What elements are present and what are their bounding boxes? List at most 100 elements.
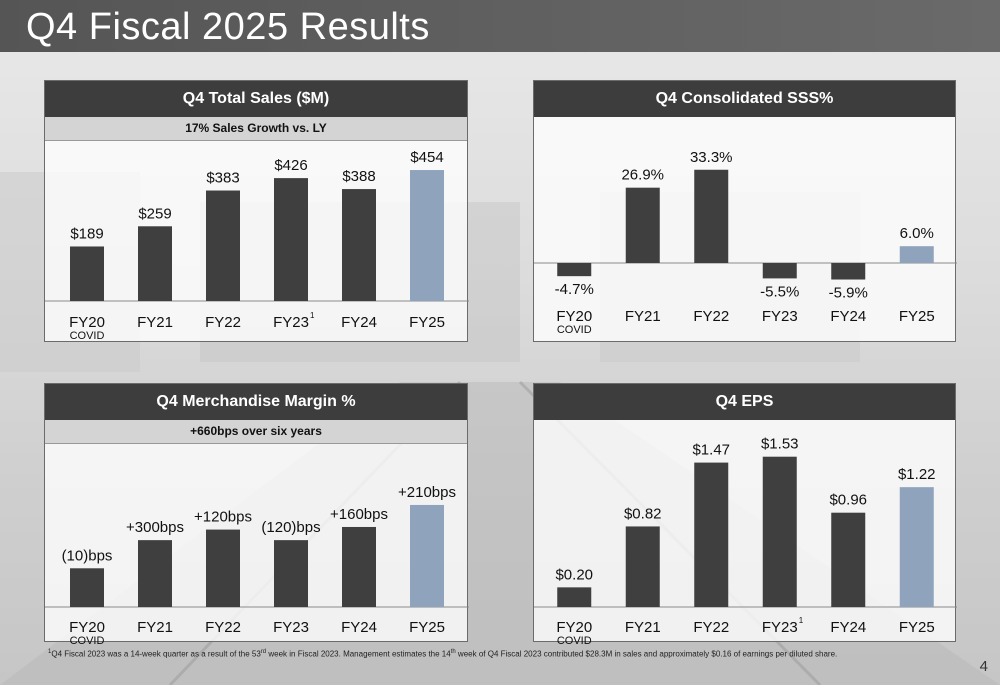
covid-label: COVID [557, 324, 592, 336]
category-label: FY20 [69, 619, 105, 636]
bar-fy24 [342, 526, 376, 607]
data-label: (120)bps [261, 519, 320, 536]
category-label: FY25 [409, 314, 445, 331]
category-label: FY22 [205, 314, 241, 331]
category-label: FY21 [137, 619, 173, 636]
eps-panel: Q4 EPS $0.20 FY20 COVID $0.82 FY21 $1.47 FY22 $… [533, 383, 957, 647]
bar-fy24 [342, 189, 376, 301]
bar-fy22 [694, 169, 729, 263]
category-label: FY20 [69, 314, 105, 331]
bar-fy25 [410, 170, 444, 301]
bar-fy21 [138, 226, 172, 301]
data-label: $1.47 [692, 442, 730, 459]
bar-fy22 [206, 529, 240, 607]
category-label: FY24 [341, 619, 377, 636]
data-label: $0.20 [555, 566, 593, 583]
title-bar: Q4 Fiscal 2025 Results [0, 0, 1000, 52]
data-label: -5.5% [760, 283, 799, 300]
sales-chart-title: Q4 Total Sales ($M) [45, 81, 467, 117]
covid-label: COVID [557, 635, 592, 647]
category-label: FY20 [556, 308, 592, 325]
category-label: FY24 [830, 308, 866, 325]
page-title: Q4 Fiscal 2025 Results [26, 6, 430, 48]
data-label: $426 [274, 157, 307, 174]
category-label: FY25 [899, 308, 935, 325]
data-label: $259 [138, 205, 171, 222]
bar-fy21 [138, 540, 172, 607]
page-number: 4 [979, 658, 988, 675]
bar-fy20 [557, 263, 592, 277]
footnote-mark: 1 [799, 616, 804, 625]
category-label: FY23 [273, 619, 309, 636]
data-label: 33.3% [690, 149, 733, 166]
category-label: FY21 [137, 314, 173, 331]
bar-fy25 [899, 246, 934, 263]
sales-panel: Q4 Total Sales ($M) 17% Sales Growth vs.… [44, 80, 469, 342]
sss-chart-title: Q4 Consolidated SSS% [534, 81, 955, 117]
footnote-sup-th: th [450, 649, 456, 655]
bar-fy23 [762, 263, 797, 279]
footnote-text-3: week of Q4 Fiscal 2023 contributed $28.3… [455, 649, 838, 659]
bar-fy23 [762, 456, 797, 607]
data-label: 6.0% [900, 225, 934, 242]
category-label: FY23 [273, 314, 309, 331]
category-label: FY25 [899, 619, 935, 636]
eps-chart-title: Q4 EPS [534, 384, 955, 420]
category-label: FY22 [693, 308, 729, 325]
margin-chart-subtitle: +660bps over six years [45, 420, 467, 444]
footnote-text-1: Q4 Fiscal 2023 was a 14-week quarter as … [51, 649, 261, 659]
bar-fy21 [625, 187, 660, 263]
category-label: FY23 [762, 619, 798, 636]
bar-fy24 [831, 512, 866, 607]
sss-panel: Q4 Consolidated SSS% -4.7% FY20 COVID 26.9%… [533, 80, 957, 342]
footnote-mark: 1 [310, 311, 315, 320]
covid-label: COVID [70, 635, 105, 647]
category-label: FY21 [625, 308, 661, 325]
footnote-sup-rd: rd [260, 649, 267, 655]
data-label: +120bps [194, 509, 252, 526]
margin-panel: Q4 Merchandise Margin % +660bps over six… [44, 383, 469, 647]
data-label: $189 [70, 225, 103, 242]
bar-fy23 [274, 178, 308, 301]
data-label: $388 [342, 168, 375, 185]
bar-fy20 [557, 587, 592, 607]
data-label: (10)bps [62, 547, 113, 564]
margin-chart-title: Q4 Merchandise Margin % [45, 384, 467, 420]
data-label: -5.9% [829, 285, 868, 302]
bar-fy22 [206, 190, 240, 301]
category-label: FY23 [762, 308, 798, 325]
bar-fy21 [625, 526, 660, 607]
footnote: 1Q4 Fiscal 2023 was a 14-week quarter as… [48, 649, 978, 659]
category-label: FY20 [556, 619, 592, 636]
data-label: +160bps [330, 506, 388, 523]
data-label: +210bps [398, 484, 456, 501]
data-label: $0.96 [829, 492, 867, 509]
bar-fy23 [274, 540, 308, 607]
category-label: FY21 [625, 619, 661, 636]
bar-fy20 [70, 568, 104, 607]
data-label: +300bps [126, 519, 184, 536]
category-label: FY24 [830, 619, 866, 636]
bar-fy25 [899, 487, 934, 607]
covid-label: COVID [70, 330, 105, 342]
data-label: $383 [206, 170, 239, 187]
data-label: 26.9% [621, 167, 664, 184]
data-label: $454 [410, 149, 443, 166]
category-label: FY25 [409, 619, 445, 636]
sales-chart-subtitle: 17% Sales Growth vs. LY [45, 117, 467, 141]
data-label: $1.53 [761, 436, 799, 453]
data-label: $0.82 [624, 505, 662, 522]
category-label: FY22 [693, 619, 729, 636]
bar-fy20 [70, 246, 104, 301]
category-label: FY22 [205, 619, 241, 636]
data-label: $1.22 [898, 466, 936, 483]
bar-fy22 [694, 462, 729, 607]
footnote-text-2: week in Fiscal 2023. Management estimate… [266, 649, 451, 659]
category-label: FY24 [341, 314, 377, 331]
data-label: -4.7% [555, 281, 594, 298]
bar-fy25 [410, 504, 444, 607]
